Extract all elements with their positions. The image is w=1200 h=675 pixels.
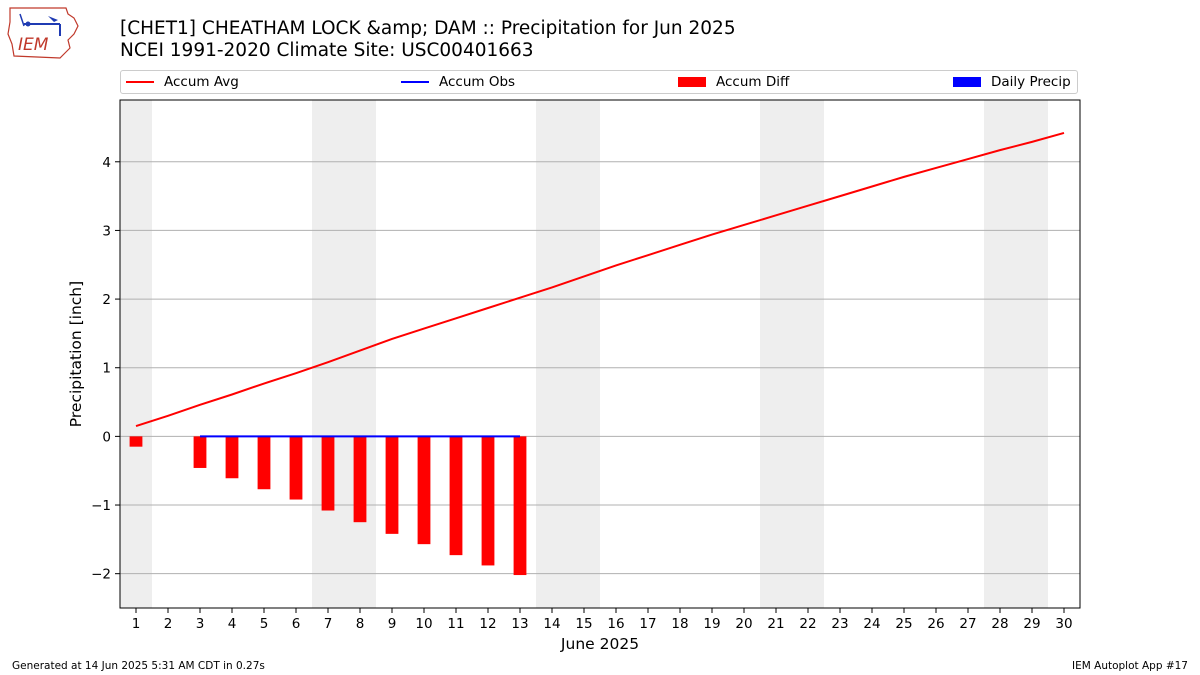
accum-diff-bar [353,436,367,523]
x-tick-label: 6 [292,616,301,632]
footer-generated: Generated at 14 Jun 2025 5:31 AM CDT in … [12,660,265,672]
chart-title-line1: [CHET1] CHEATHAM LOCK &amp; DAM :: Preci… [120,18,736,39]
x-tick-label: 16 [607,616,624,632]
x-tick-label: 20 [735,616,752,632]
footer-app: IEM Autoplot App #17 [1072,660,1188,672]
x-tick-label: 11 [447,616,464,632]
accum-diff-bar [129,436,143,447]
x-tick-label: 12 [479,616,496,632]
legend-item-accum-diff: Accum Diff [678,71,789,93]
x-tick-label: 2 [164,616,173,632]
legend-swatch-accum-avg [126,81,154,83]
x-tick-label: 14 [543,616,560,632]
x-tick-label: 19 [703,616,720,632]
x-tick-label: 13 [511,616,528,632]
y-tick-label: 1 [102,361,111,377]
x-tick-label: 30 [1055,616,1072,632]
accum-diff-bar [225,436,239,479]
accum-diff-bar [417,436,431,545]
y-tick-label: −2 [91,567,111,583]
logo-text: IEM [18,35,49,55]
weekend-band [120,100,152,608]
legend-swatch-accum-diff [678,77,706,87]
chart-title-line2: NCEI 1991-2020 Climate Site: USC00401663 [120,40,534,61]
plot-frame [119,99,1081,609]
x-tick-label: 15 [575,616,592,632]
y-axis-label: Precipitation [inch] [67,281,85,427]
x-tick-label: 27 [959,616,976,632]
x-tick-label: 17 [639,616,656,632]
x-tick-label: 3 [196,616,205,632]
x-axis-label: June 2025 [560,635,639,653]
x-tick-label: 28 [991,616,1008,632]
accum-diff-bar [193,436,207,468]
x-tick-label: 22 [799,616,816,632]
x-tick-label: 25 [895,616,912,632]
legend-label-accum-diff: Accum Diff [716,74,790,90]
y-tick-label: 2 [102,292,111,308]
y-tick-label: −1 [91,498,111,514]
accum-diff-bar [257,436,271,490]
x-tick-label: 29 [1023,616,1040,632]
x-tick-label: 5 [260,616,269,632]
x-tick-label: 26 [927,616,944,632]
accum-diff-bar [321,436,335,511]
y-tick-label: 4 [102,155,111,171]
chart-legend: Accum Avg Accum Obs Accum Diff Daily Pre… [120,70,1078,94]
legend-label-accum-avg: Accum Avg [164,74,239,90]
accum-avg-line [135,131,1065,428]
y-tick-label: 3 [102,223,111,239]
accum-diff-bar [385,436,399,534]
x-tick-label: 21 [767,616,784,632]
weekend-band [312,100,376,608]
weekend-band [760,100,824,608]
legend-swatch-accum-obs [401,81,429,83]
legend-item-accum-avg: Accum Avg [126,71,239,93]
x-tick-label: 18 [671,616,688,632]
weekend-band [984,100,1048,608]
legend-item-daily-precip: Daily Precip [953,71,1071,93]
accum-diff-bar [481,436,495,566]
x-tick-label: 8 [356,616,365,632]
weekend-band [536,100,600,608]
accum-diff-bar [289,436,303,500]
x-tick-label: 7 [324,616,333,632]
iem-logo: IEM [6,4,82,60]
legend-swatch-daily-precip [953,77,981,87]
accum-diff-bar [513,436,527,576]
chart-title: [CHET1] CHEATHAM LOCK &amp; DAM :: Preci… [120,18,736,62]
legend-label-accum-obs: Accum Obs [439,74,516,90]
x-tick-label: 23 [831,616,848,632]
accum-diff-bar [449,436,463,556]
legend-item-accum-obs: Accum Obs [401,71,515,93]
x-tick-label: 24 [863,616,880,632]
legend-label-daily-precip: Daily Precip [991,74,1071,90]
x-tick-label: 9 [388,616,397,632]
x-tick-label: 4 [228,616,237,632]
x-tick-label: 10 [415,616,432,632]
x-tick-label: 1 [132,616,141,632]
y-tick-label: 0 [102,429,111,445]
